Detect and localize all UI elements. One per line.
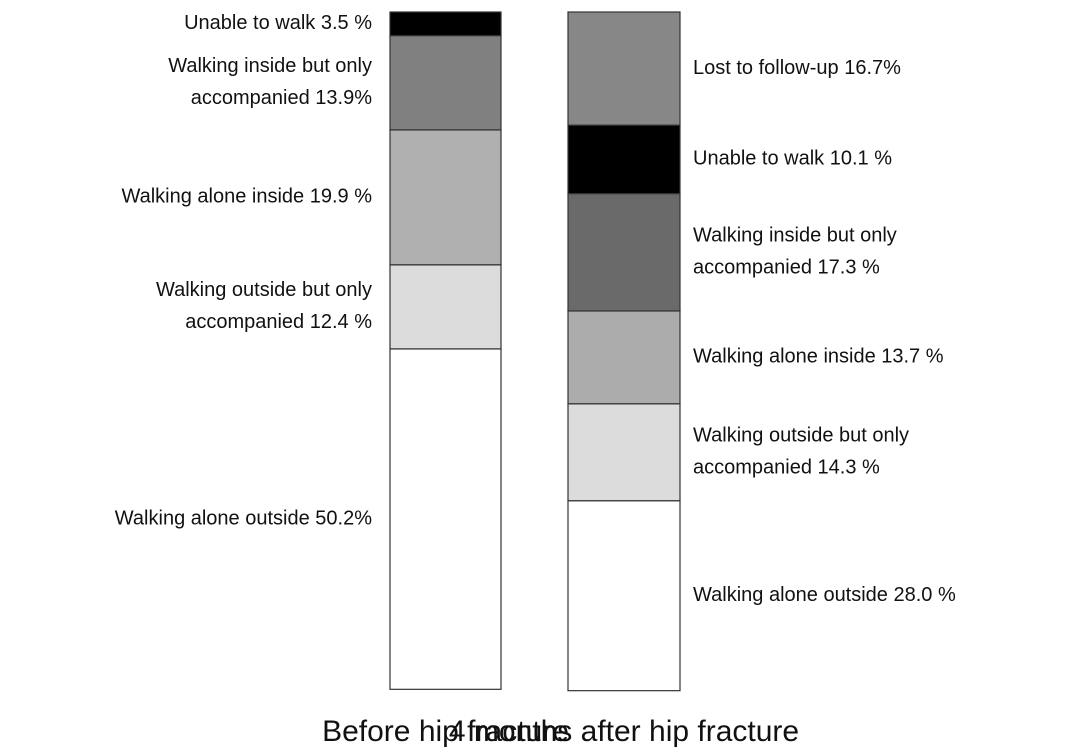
bar-segment [567, 403, 681, 502]
bar-segment [567, 11, 681, 126]
bar-segment [567, 193, 681, 312]
segment-label: Walking outside but only [156, 279, 372, 301]
segment-label: Walking alone outside 28.0 % [693, 584, 956, 606]
bar-segment [389, 35, 502, 131]
segment-label: accompanied 13.9% [191, 87, 372, 109]
bar-segment [389, 264, 502, 350]
segment-label: Walking inside but only [168, 55, 372, 77]
bar-segment [389, 348, 502, 690]
segment-label: Walking outside but only [693, 425, 909, 447]
bar-segment [567, 310, 681, 405]
segment-label: Walking alone inside 13.7 % [693, 346, 944, 368]
segment-label: Unable to walk 10.1 % [693, 148, 892, 170]
bar-title: 4 months after hip fracture [449, 715, 799, 748]
segment-label: accompanied 17.3 % [693, 257, 880, 279]
bar-title: Before hip fracture [322, 715, 569, 748]
segment-label: Walking alone inside 19.9 % [121, 186, 372, 208]
bar-segment [567, 500, 681, 692]
bar-segment [389, 129, 502, 266]
segment-label: Walking alone outside 50.2% [115, 507, 372, 529]
bar-segment [389, 11, 502, 37]
segment-label: Walking inside but only [693, 225, 897, 247]
segment-label: accompanied 14.3 % [693, 457, 880, 479]
segment-label: Lost to follow-up 16.7% [693, 57, 901, 79]
segment-label: accompanied 12.4 % [185, 311, 372, 333]
segment-label: Unable to walk 3.5 % [184, 12, 372, 34]
bar-segment [567, 124, 681, 195]
